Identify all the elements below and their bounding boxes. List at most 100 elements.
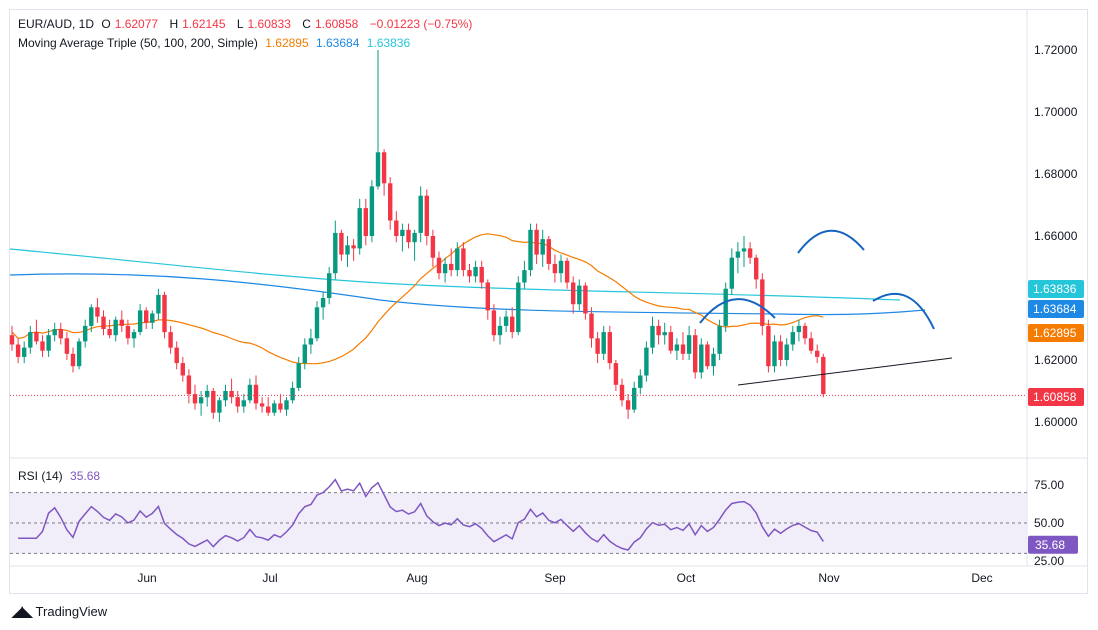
candle-body (15, 344, 21, 357)
ma50-value: 1.62895 (265, 36, 309, 50)
tradingview-logo[interactable]: ◢◣ TradingView (12, 603, 107, 620)
candle-body (772, 341, 777, 367)
candle-body (656, 325, 661, 336)
candle-body (632, 387, 637, 410)
candle-body (83, 325, 88, 342)
candle-body (516, 282, 521, 333)
candle-body (760, 279, 765, 326)
candle-body (564, 260, 570, 283)
tradingview-logo-icon: ◢◣ (12, 603, 33, 619)
candle-body (131, 332, 137, 339)
candle-body (589, 313, 594, 339)
candle-body (693, 335, 698, 373)
candle-body (815, 350, 820, 357)
candle-body (296, 363, 301, 388)
price-tag-label: 1.63836 (1033, 282, 1077, 296)
ma-legend-label: Moving Average Triple (50, 100, 200, Sim… (18, 36, 258, 50)
rsi-tick-label: 75.00 (1034, 478, 1064, 492)
candle-body (491, 310, 497, 336)
rsi-legend[interactable]: RSI (14) 35.68 (18, 469, 104, 483)
time-tick-label: Dec (971, 571, 992, 585)
candle-body (442, 263, 448, 274)
candle-body (284, 400, 289, 410)
candle-body (95, 307, 100, 317)
candle-body (198, 397, 204, 404)
candle-body (174, 347, 179, 364)
neckline (737, 357, 953, 386)
right-shoulder-arc (872, 292, 935, 330)
candle-body (796, 325, 802, 333)
candle-body (9, 335, 15, 345)
candle-body (467, 270, 472, 277)
candle-body (259, 403, 265, 407)
price-tick-label: 1.66000 (1034, 229, 1078, 243)
candle-body (320, 298, 326, 308)
candle-body (461, 248, 466, 271)
symbol-label[interactable]: EUR/AUD, 1D (18, 17, 95, 31)
candle-body (583, 285, 588, 314)
candle-body (619, 384, 625, 401)
candle-body (89, 307, 94, 326)
candle-body (70, 353, 76, 367)
candle-body (211, 391, 216, 413)
price-tag-label: 1.62895 (1033, 326, 1077, 340)
ma-legend[interactable]: Moving Average Triple (50, 100, 200, Sim… (18, 36, 414, 50)
price-tick-label: 1.60000 (1034, 415, 1078, 429)
price-tag-label: 1.60858 (1033, 390, 1077, 404)
candle-body (247, 384, 253, 401)
rsi-value-tag-label: 35.68 (1035, 538, 1065, 552)
candle-body (46, 335, 51, 351)
price-tick-label: 1.62000 (1034, 353, 1078, 367)
price-tag (1028, 324, 1084, 342)
candle-body (52, 329, 57, 336)
rsi-value-tag (1028, 535, 1078, 554)
candle-body (766, 325, 771, 367)
candle-body (76, 341, 82, 367)
candle-body (705, 344, 710, 367)
ma200-value: 1.63836 (366, 36, 411, 50)
candle-body (253, 384, 259, 404)
candle-body (333, 232, 338, 274)
candle-body (735, 251, 741, 258)
close-value: C 1.60858 (302, 17, 359, 31)
candle-body (522, 270, 527, 283)
candle-body (351, 245, 356, 249)
candle-body (40, 341, 45, 351)
candle-body (510, 316, 515, 333)
candle-body (741, 248, 747, 252)
rsi-tick-label: 50.00 (1034, 516, 1064, 530)
candle-body (747, 248, 753, 258)
candle-body (808, 338, 814, 351)
candle-body (607, 332, 612, 364)
candle-body (644, 347, 649, 376)
candle-body (668, 332, 673, 351)
candle-body (217, 400, 222, 413)
candle-body (388, 183, 393, 221)
price-tag (1028, 300, 1084, 318)
candle-body (571, 282, 576, 305)
candle-body (802, 325, 808, 339)
ma200-line (9, 248, 901, 301)
candle-body (119, 319, 124, 326)
candle-body (345, 245, 350, 255)
price-tick-label: 1.68000 (1034, 167, 1078, 181)
candle-body (381, 152, 387, 184)
brand-label: TradingView (35, 604, 108, 619)
candle-body (430, 236, 436, 258)
head-arc (797, 229, 865, 254)
candle-body (302, 344, 307, 364)
candlesticks (9, 50, 826, 422)
rsi-line (18, 478, 824, 551)
candle-body (58, 329, 63, 339)
candle-body (558, 260, 564, 274)
candle-body (577, 285, 582, 305)
candle-body (534, 229, 539, 255)
candle-body (485, 282, 490, 311)
candle-body (113, 319, 118, 336)
candle-body (156, 294, 161, 314)
candle-body (711, 353, 716, 367)
candle-body (22, 347, 27, 357)
candle-body (28, 332, 33, 348)
candle-body (241, 400, 246, 407)
